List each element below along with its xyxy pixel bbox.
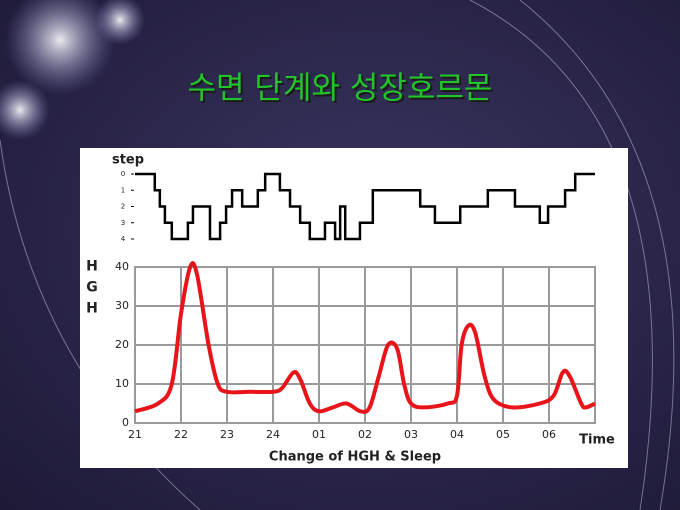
y-tick-label: 0 [121,170,125,178]
x-tick-label: 21 [128,428,142,441]
y-tick-label: 1 [121,186,125,194]
y-tick-label: 3 [121,219,125,227]
x-tick-label: 06 [542,428,556,441]
x-tick-label: 04 [450,428,464,441]
x-tick-label: 23 [220,428,234,441]
x-tick-label: 22 [174,428,188,441]
y-tick-label: 30 [115,299,129,312]
title-shadow: 수면 단계와 성장호르몬 [190,73,495,109]
y-tick-label: 2 [121,203,125,211]
plot-frame [134,266,596,424]
y-tick-label: 20 [115,338,129,351]
sleep-stage-line [135,172,595,241]
hgh-line [134,261,596,414]
caption: Change of HGH & Sleep [269,450,441,465]
figure-box [80,148,628,468]
flower-decor [0,0,145,140]
y-tick-label: 10 [115,377,129,390]
slide-title: 수면 단계와 성장호르몬 [188,71,493,107]
x-tick-label: 03 [404,428,418,441]
y-tick-label: 0 [122,416,129,429]
x-tick-label: 02 [358,428,372,441]
x-tick-label: 05 [496,428,510,441]
x-tick-label: 01 [312,428,326,441]
top-y-label: step [112,153,144,168]
hgh-label: HGH [84,259,100,322]
y-tick-label: 40 [115,260,129,273]
x-label: Time [579,433,615,448]
y-tick-label: 4 [121,235,126,243]
x-tick-label: 24 [266,428,280,441]
